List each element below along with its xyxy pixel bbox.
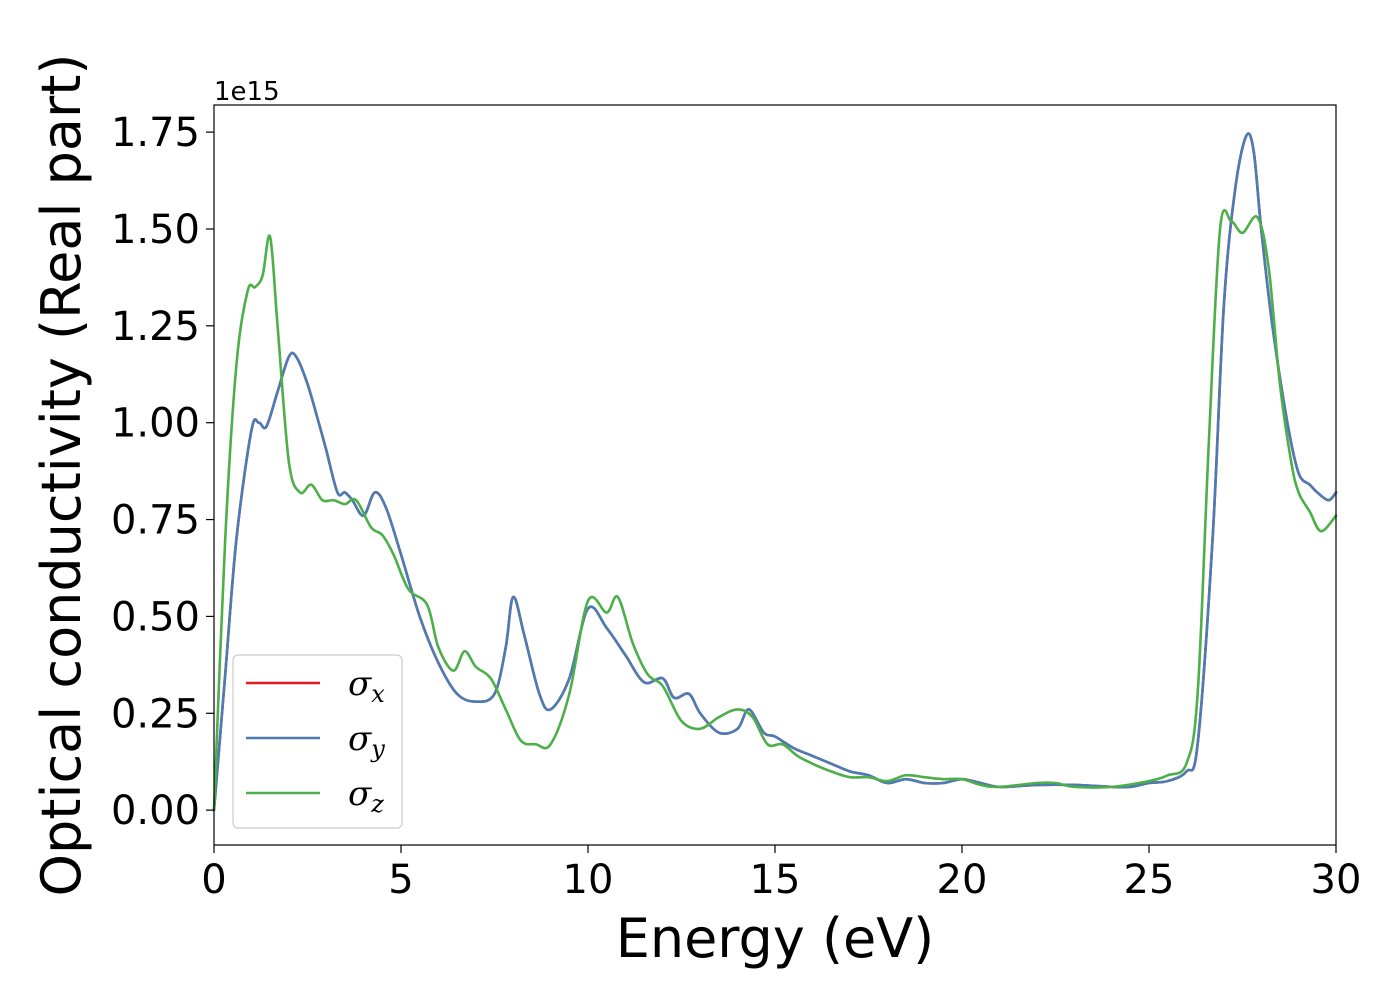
legend-box <box>232 654 403 829</box>
series-line-z <box>212 209 1338 812</box>
y-tick-label: 1.75 <box>111 110 200 156</box>
x-axis-ticks: 0 5 10 15 20 25 30 <box>201 845 1361 903</box>
series-line-y <box>212 132 1338 812</box>
y-tick-label: 0.75 <box>111 498 200 544</box>
y-axis-ticks: 0.00 0.25 0.50 0.75 1.00 1.25 1.50 1.75 <box>111 110 214 834</box>
x-axis-label: Energy (eV) <box>616 907 935 970</box>
y-offset-text: 1e15 <box>214 77 280 107</box>
x-tick-label: 30 <box>1311 857 1362 903</box>
series-layer <box>212 132 1338 812</box>
legend-label-y: σy <box>348 719 385 763</box>
x-tick-label: 15 <box>750 857 801 903</box>
y-tick-label: 1.50 <box>111 207 200 253</box>
x-tick-label: 25 <box>1124 857 1175 903</box>
y-axis-label: Optical conductivity (Real part) <box>30 54 93 897</box>
legend: σx σy σz <box>232 654 403 829</box>
x-tick-label: 5 <box>388 857 413 903</box>
y-tick-label: 1.00 <box>111 401 200 447</box>
x-tick-label: 20 <box>937 857 988 903</box>
legend-label-x: σx <box>348 664 385 708</box>
y-tick-label: 1.25 <box>111 304 200 350</box>
y-tick-label: 0.25 <box>111 691 200 737</box>
y-tick-label: 0.50 <box>111 594 200 640</box>
x-tick-label: 10 <box>563 857 614 903</box>
y-tick-label: 0.00 <box>111 788 200 834</box>
x-tick-label: 0 <box>201 857 226 903</box>
legend-entries: σx σy σz <box>246 664 385 818</box>
legend-label-z: σz <box>348 774 384 818</box>
